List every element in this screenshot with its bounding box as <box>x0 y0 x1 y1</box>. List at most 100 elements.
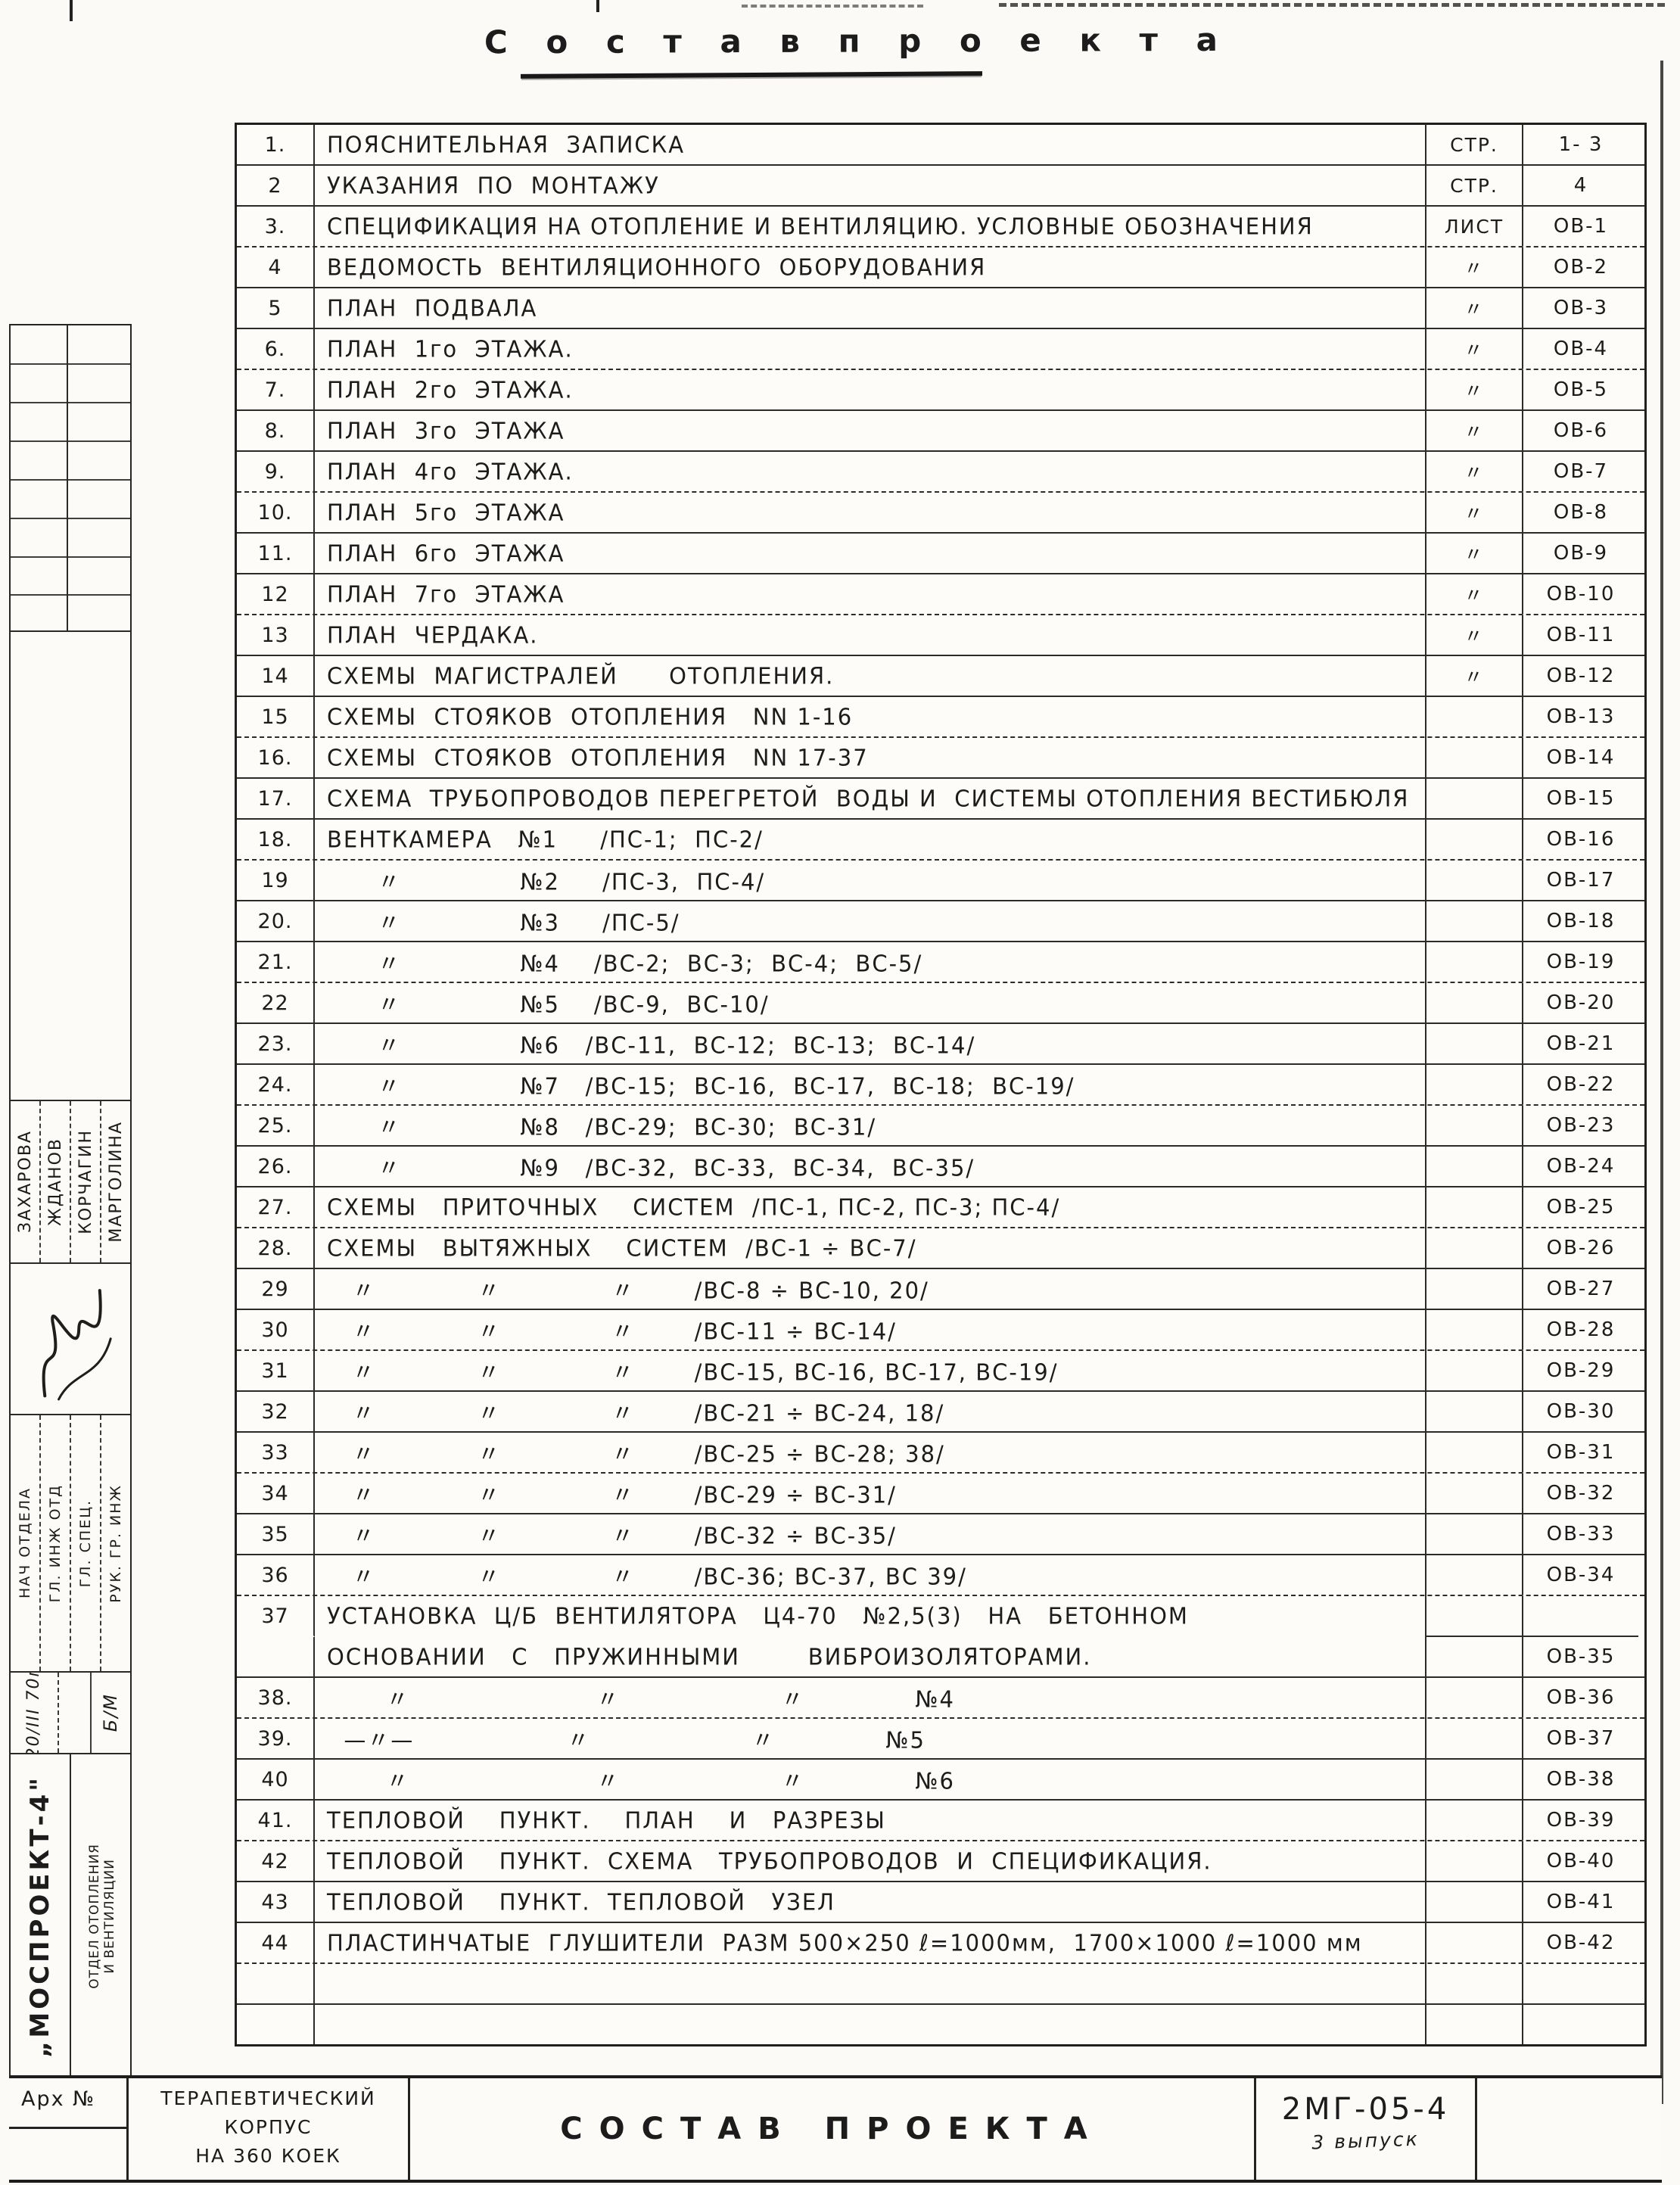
page-type-cell: ЛИСТ <box>1426 207 1523 246</box>
org-dept-line: И ВЕНТИЛЯЦИИ <box>102 1859 117 1974</box>
sheet-number-cell: ОВ-20 <box>1546 991 1616 1014</box>
scan-tick <box>70 0 73 21</box>
sheet-number-cell: ОВ-13 <box>1546 705 1616 728</box>
stamp-grid-divider <box>67 325 68 632</box>
stamp-role-cell: ГЛ. ИНЖ ОТД <box>41 1415 71 1671</box>
table-row: 8. ПЛАН 3го ЭТАЖА 〃 ОВ-6 <box>237 409 1644 452</box>
row-number-cell: 33 <box>237 1433 315 1472</box>
signer-role: НАЧ ОТДЕЛА <box>17 1487 33 1599</box>
table-row: 21. 〃 №4 /ВС-2; ВС-3; ВС-4; ВС-5/ ОВ-19 <box>237 941 1644 983</box>
signer-role: ГЛ. ИНЖ ОТД <box>47 1483 64 1603</box>
sheet-number-cell: ОВ-30 <box>1546 1400 1616 1423</box>
page-type-cell: СТР. <box>1426 166 1523 205</box>
table-row: 27. СХЕМЫ ПРИТОЧНЫХ СИСТЕМ /ПС-1, ПС-2, … <box>237 1186 1644 1228</box>
sheet-number-cell: ОВ-8 <box>1553 501 1609 524</box>
title-block-empty-cell <box>1477 2078 1662 2180</box>
drawing-name-cell: СПЕЦИФИКАЦИЯ НА ОТОПЛЕНИЕ И ВЕНТИЛЯЦИЮ. … <box>315 205 1426 247</box>
page-type-cell <box>1426 1841 1523 1881</box>
page-type-cell <box>1426 1514 1523 1554</box>
sheet-number-cell: ОВ-23 <box>1546 1114 1616 1137</box>
drawing-name-cell: ПЛАН 7го ЭТАЖА <box>315 573 1426 615</box>
drawing-name-cell: —〃— 〃 〃 №5 <box>315 1717 1426 1760</box>
sheet-number-cell: ОВ-19 <box>1546 951 1616 973</box>
row-number-cell: 3. <box>237 207 315 246</box>
stamp-date: 20/III 70г <box>24 1673 44 1753</box>
row-number-cell: 36 <box>237 1555 315 1595</box>
org-dept-line: ОТДЕЛ ОТОПЛЕНИЯ <box>87 1844 102 1989</box>
page-type-cell <box>1426 1024 1523 1063</box>
row-number-cell: 24. <box>237 1065 315 1104</box>
table-row: 15 СХЕМЫ СТОЯКОВ ОТОПЛЕНИЯ NN 1-16 ОВ-13 <box>237 696 1644 738</box>
sheet-frame-line <box>1660 61 1663 2104</box>
drawing-name-cell: ПЛАН 4го ЭТАЖА. <box>315 450 1426 493</box>
row-number-cell: 13 <box>237 615 315 655</box>
sheet-number-cell: ОВ-17 <box>1546 869 1616 892</box>
table-row: 10. ПЛАН 5го ЭТАЖА 〃 ОВ-8 <box>237 491 1644 534</box>
table-row: 2 УКАЗАНИЯ ПО МОНТАЖУ СТР. 4 <box>237 164 1644 207</box>
row-number-cell: 39. <box>237 1719 315 1758</box>
table-row: 34 〃 〃 〃 /ВС-29 ÷ ВС-31/ ОВ-32 <box>237 1472 1644 1514</box>
sheet-number-cell: ОВ-41 <box>1546 1891 1616 1913</box>
page-type-cell <box>1426 1719 1523 1758</box>
page-type-cell: 〃 <box>1426 288 1523 328</box>
drawing-name-cell: 〃 №6 /ВС-11, ВС-12; ВС-13; ВС-14/ <box>315 1022 1426 1065</box>
table-row: 4 ВЕДОМОСТЬ ВЕНТИЛЯЦИОННОГО ОБОРУДОВАНИЯ… <box>237 246 1644 288</box>
drawing-name-cell: СХЕМЫ ВЫТЯЖНЫХ СИСТЕМ /ВС-1 ÷ ВС-7/ <box>315 1227 1426 1269</box>
stamp-role-cell: РУК. ГР. ИНЖ <box>101 1415 130 1671</box>
stamp-name-cell: МАРГОЛИНА <box>101 1101 130 1262</box>
org-name: „МОСПРОЕКТ-4" <box>25 1774 55 2058</box>
document-number: 2МГ-05-4 <box>1281 2092 1450 2127</box>
drawing-name-cell: ТЕПЛОВОЙ ПУНКТ. ТЕПЛОВОЙ УЗЕЛ <box>315 1881 1426 1923</box>
drawing-name-cell: ВЕНТКАМЕРА №1 /ПС-1; ПС-2/ <box>315 818 1426 861</box>
page-type-cell <box>1426 1555 1523 1595</box>
row-number-cell: 10. <box>237 493 315 532</box>
table-row: 43 ТЕПЛОВОЙ ПУНКТ. ТЕПЛОВОЙ УЗЕЛ ОВ-41 <box>237 1881 1644 1923</box>
drawing-name-cell: 〃 №4 /ВС-2; ВС-3; ВС-4; ВС-5/ <box>315 941 1426 983</box>
table-row: 41. ТЕПЛОВОЙ ПУНКТ. ПЛАН И РАЗРЕЗЫ ОВ-39 <box>237 1799 1644 1841</box>
page-type-cell <box>1426 1392 1523 1431</box>
table-row: 18. ВЕНТКАМЕРА №1 /ПС-1; ПС-2/ ОВ-16 <box>237 818 1644 861</box>
stamp-org-band: „МОСПРОЕКТ-4" ОТДЕЛ ОТОПЛЕНИЯ И ВЕНТИЛЯЦ… <box>11 1754 130 2078</box>
row-number-cell: 31 <box>237 1351 315 1390</box>
drawing-name-cell: 〃 №9 /ВС-32, ВС-33, ВС-34, ВС-35/ <box>315 1145 1426 1187</box>
row-number-cell: 21. <box>237 942 315 982</box>
drawing-name-cell: 〃 〃 〃 №6 <box>315 1758 1426 1801</box>
page-type-cell: 〃 <box>1426 411 1523 450</box>
sheet-number-cell: ОВ-35 <box>1546 1645 1616 1668</box>
sheet-number-cell <box>1523 1964 1638 2003</box>
drawing-name-cell: 〃 №5 /ВС-9, ВС-10/ <box>315 982 1426 1024</box>
stamp-empty-region <box>11 632 130 1101</box>
drawing-name-cell: 〃 〃 〃 /ВС-8 ÷ ВС-10, 20/ <box>315 1268 1426 1310</box>
row-number-cell: 6. <box>237 329 315 369</box>
page-type-cell <box>1426 1433 1523 1472</box>
row-number-cell: 2 <box>237 166 315 205</box>
drawing-name-cell: ПЛАН ЧЕРДАКА. <box>315 614 1426 656</box>
drawing-name-cell: СХЕМЫ ПРИТОЧНЫХ СИСТЕМ /ПС-1, ПС-2, ПС-3… <box>315 1186 1426 1228</box>
row-number-cell: 34 <box>237 1474 315 1513</box>
table-row: 40 〃 〃 〃 №6 ОВ-38 <box>237 1758 1644 1801</box>
building-name-cell: ТЕРАПЕВТИЧЕСКИЙ КОРПУС НА 360 КОЕК <box>129 2078 410 2180</box>
page-type-cell: 〃 <box>1426 329 1523 369</box>
page-type-cell <box>1426 697 1523 736</box>
drawing-name-cell: СХЕМА ТРУБОПРОВОДОВ ПЕРЕГРЕТОЙ ВОДЫ И СИ… <box>315 777 1426 820</box>
scan-tick <box>596 0 599 12</box>
stamp-name-cell: ЗАХАРОВА <box>11 1101 41 1262</box>
stamp-roles-band: НАЧ ОТДЕЛА ГЛ. ИНЖ ОТД ГЛ. СПЕЦ. РУК. ГР… <box>11 1415 130 1673</box>
drawing-name-cell: ПЛАСТИНЧАТЫЕ ГЛУШИТЕЛИ РАЗМ 500×250 ℓ=10… <box>315 1922 1426 1964</box>
row-number-cell: 18. <box>237 820 315 859</box>
row-number-cell <box>237 1637 315 1676</box>
document-issue: 3 выпуск <box>1311 2127 1420 2154</box>
sheet-number-cell: ОВ-12 <box>1546 665 1616 687</box>
drawing-name-cell: 〃 №2 /ПС-3, ПС-4/ <box>315 859 1426 901</box>
sheet-number-cell: ОВ-3 <box>1553 297 1609 319</box>
sheet-number-cell: ОВ-33 <box>1546 1523 1616 1545</box>
page-type-cell <box>1426 1147 1523 1186</box>
sheet-number-cell: ОВ-26 <box>1546 1237 1616 1259</box>
page-type-cell <box>1426 1596 1523 1636</box>
signer-name: КОРЧАГИН <box>76 1129 95 1234</box>
stamp-role-cell: НАЧ ОТДЕЛА <box>11 1415 41 1671</box>
document-number-cell: 2МГ-05-4 3 выпуск <box>1256 2078 1477 2180</box>
drawing-name-cell <box>315 1962 1426 2005</box>
page-type-cell: 〃 <box>1426 574 1523 614</box>
drawing-name-cell: ВЕДОМОСТЬ ВЕНТИЛЯЦИОННОГО ОБОРУДОВАНИЯ <box>315 246 1426 288</box>
